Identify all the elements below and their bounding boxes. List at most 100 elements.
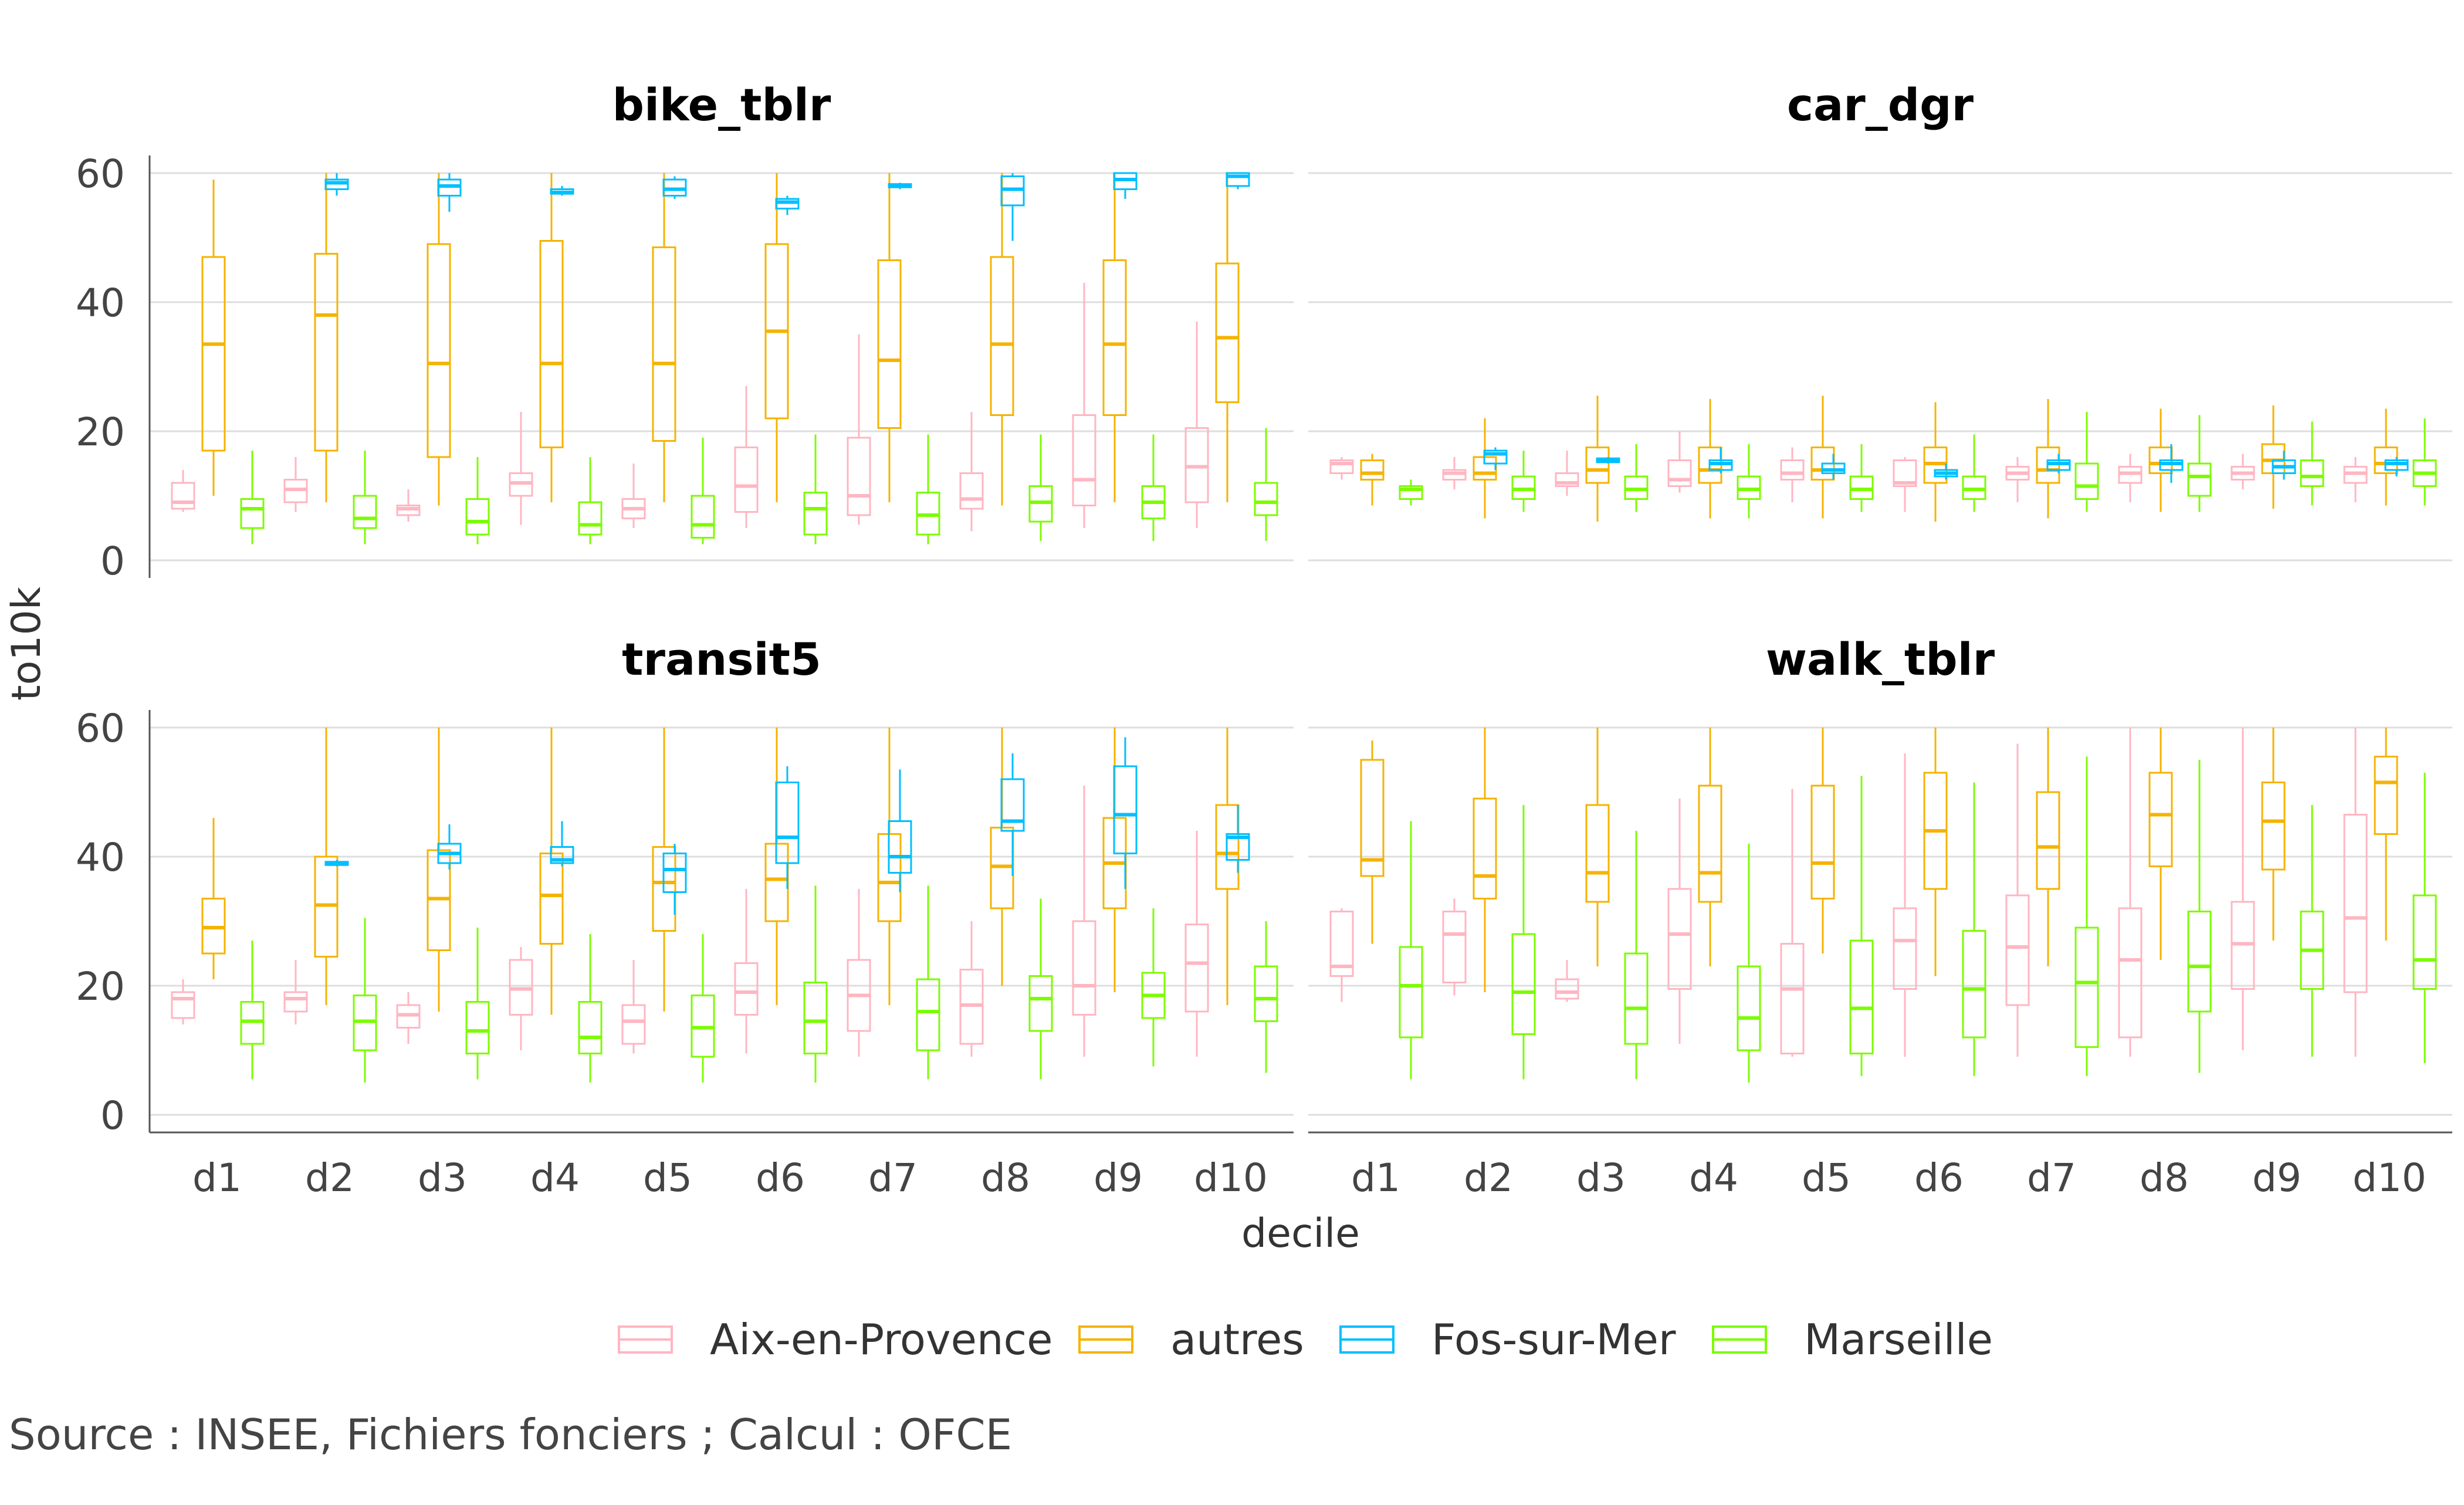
box	[1254, 482, 1278, 516]
box	[283, 991, 308, 1013]
boxplot-marseille-d7	[2074, 756, 2099, 1076]
boxplot-aix-en-provence-d8	[2118, 728, 2143, 1057]
boxplot-aix-en-provence-d9	[1072, 283, 1096, 528]
boxplot-aix-en-provence-d10	[2343, 457, 2368, 502]
facet-title: walk_tblr	[1766, 633, 1995, 685]
boxplot-fos-sur-mer-d3	[437, 173, 462, 212]
boxplot-marseille-d4	[578, 457, 603, 544]
box	[1483, 449, 1508, 465]
boxplot-marseille-d10	[1254, 428, 1278, 541]
boxplot-fos-sur-mer-d8	[1000, 753, 1025, 876]
legend-item-fos-sur-mer: Fos-sur-Mer	[1339, 1315, 1676, 1364]
boxplot-aix-en-provence-d7	[2005, 743, 2030, 1057]
box	[775, 782, 800, 864]
box	[803, 492, 828, 536]
boxplot-aix-en-provence-d8	[959, 921, 984, 1057]
box	[550, 846, 574, 864]
boxplot-marseille-d9	[2300, 805, 2324, 1057]
boxplot-fos-sur-mer-d3	[1596, 457, 1620, 464]
boxplot-autres-d3	[427, 728, 451, 1012]
boxplot-aix-en-provence-d1	[171, 470, 195, 512]
boxplot-marseille-d2	[1511, 451, 1536, 512]
boxplot-fos-sur-mer-d7	[2046, 454, 2071, 474]
boxplot-fos-sur-mer-d4	[550, 186, 574, 196]
boxplot-autres-d1	[1360, 454, 1385, 506]
box	[1698, 784, 1722, 903]
y-tick-label: 0	[100, 539, 125, 584]
boxplot-marseille-d3	[1624, 444, 1649, 512]
boxplot-aix-en-provence-d8	[2118, 454, 2143, 502]
boxplot-marseille-d6	[803, 434, 828, 544]
boxplot-fos-sur-mer-d8	[1000, 173, 1025, 241]
boxplot-aix-en-provence-d6	[734, 386, 759, 528]
box	[1555, 978, 1579, 1000]
legend-label: Aix-en-Provence	[710, 1315, 1052, 1364]
boxplot-autres-d6	[764, 173, 789, 502]
boxplot-aix-en-provence-d6	[734, 889, 759, 1054]
boxplot-marseille-d7	[2074, 412, 2099, 512]
legend-label: Fos-sur-Mer	[1431, 1315, 1676, 1364]
x-tick-label: d3	[1576, 1155, 1626, 1200]
boxplot-marseille-d6	[803, 885, 828, 1083]
box	[1555, 472, 1579, 487]
boxplot-autres-d6	[1923, 728, 1948, 976]
x-tick-label: d2	[1464, 1155, 1513, 1200]
box	[2005, 894, 2030, 1006]
boxplot-aix-en-provence-d7	[2005, 457, 2030, 502]
box	[1226, 833, 1250, 861]
x-tick-label: d8	[981, 1155, 1030, 1200]
box	[1360, 759, 1385, 877]
box	[877, 259, 902, 429]
boxplot-aix-en-provence-d9	[2231, 454, 2255, 489]
box	[959, 472, 984, 510]
box	[1113, 765, 1138, 854]
box	[1226, 172, 1250, 187]
boxplot-marseille-d7	[916, 434, 940, 544]
y-tick-label: 60	[76, 151, 125, 197]
legend-item-aix-en-provence: Aix-en-Provence	[618, 1315, 1052, 1364]
boxplot-fos-sur-mer-d6	[1934, 464, 1958, 480]
box	[2074, 462, 2099, 500]
box	[1737, 965, 1761, 1051]
boxplot-fos-sur-mer-d10	[2384, 457, 2409, 476]
boxplot-marseille-d1	[240, 451, 265, 544]
boxplot-marseille-d4	[578, 934, 603, 1083]
box	[621, 1004, 646, 1045]
x-tick-label: d7	[868, 1155, 918, 1200]
box	[1962, 930, 1986, 1039]
box	[662, 853, 687, 893]
source-caption: Source : INSEE, Fichiers fonciers ; Calc…	[9, 1410, 1012, 1459]
boxplot-marseille-d2	[353, 918, 377, 1083]
box	[1849, 939, 1874, 1054]
boxplot-aix-en-provence-d2	[1442, 457, 1467, 489]
boxplot-marseille-d4	[1737, 844, 1761, 1083]
box	[734, 962, 759, 1016]
boxplot-marseille-d7	[916, 885, 940, 1080]
box	[465, 498, 490, 536]
boxplot-marseille-d5	[691, 934, 715, 1083]
x-tick-label: d5	[1802, 1155, 1851, 1200]
boxplot-fos-sur-mer-d5	[662, 844, 687, 915]
legend-item-marseille: Marseille	[1712, 1315, 1993, 1364]
boxplot-autres-d5	[1810, 728, 1835, 953]
boxplot-autres-d7	[2036, 728, 2060, 966]
boxplot-aix-en-provence-d10	[1184, 831, 1209, 1057]
box	[1585, 804, 1610, 903]
box	[803, 982, 828, 1054]
boxplot-aix-en-provence-d10	[1184, 322, 1209, 528]
boxplot-aix-en-provence-d4	[1667, 431, 1692, 493]
boxplot-autres-d7	[877, 173, 902, 502]
box	[652, 846, 676, 932]
x-tick-label: d4	[1689, 1155, 1738, 1200]
x-tick-label: d6	[756, 1155, 805, 1200]
box	[1360, 459, 1385, 481]
boxplot-fos-sur-mer-d7	[888, 182, 912, 190]
boxplot-aix-en-provence-d9	[2231, 728, 2255, 1050]
boxplot-aix-en-provence-d3	[396, 992, 421, 1044]
y-tick-label: 60	[76, 706, 125, 751]
legend-item-autres: autres	[1078, 1315, 1304, 1364]
box	[2148, 772, 2173, 867]
boxplot-marseille-d10	[2412, 773, 2437, 1063]
box	[240, 498, 265, 529]
